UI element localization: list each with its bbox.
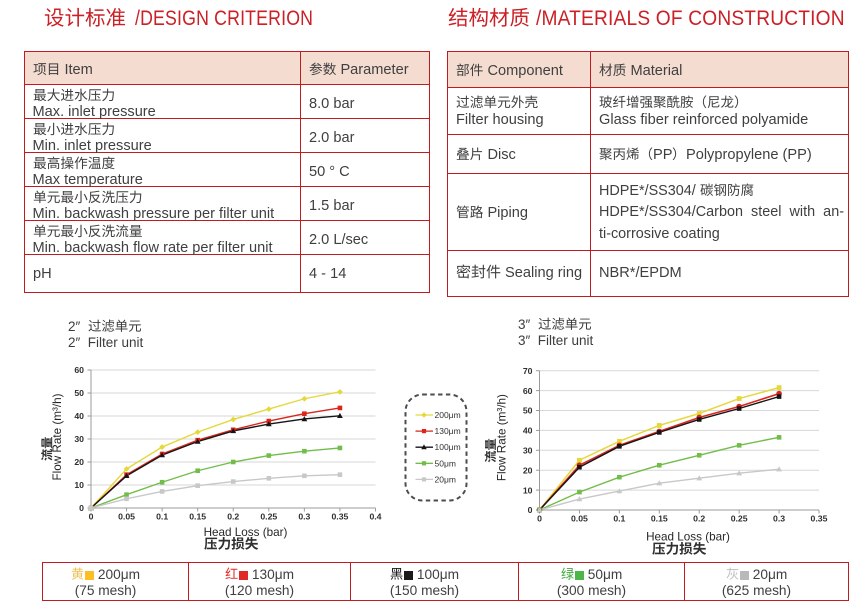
svg-text:0.05: 0.05 <box>571 514 588 524</box>
svg-text:130μm: 130μm <box>435 426 461 436</box>
svg-text:0: 0 <box>89 512 94 522</box>
svg-text:30: 30 <box>74 434 84 444</box>
svg-text:60: 60 <box>74 365 84 375</box>
svg-text:0: 0 <box>528 505 533 515</box>
svg-text:100μm: 100μm <box>435 442 461 452</box>
svg-text:0.4: 0.4 <box>369 512 381 522</box>
svg-text:40: 40 <box>523 426 533 436</box>
svg-text:20: 20 <box>523 465 533 475</box>
svg-text:Flow Rate (m³/h): Flow Rate (m³/h) <box>51 393 64 480</box>
svg-text:Head Loss (bar): Head Loss (bar) <box>646 531 730 544</box>
svg-text:10: 10 <box>74 480 84 490</box>
svg-text:0: 0 <box>79 503 84 513</box>
svg-text:30: 30 <box>523 446 533 456</box>
svg-text:0.35: 0.35 <box>331 512 348 522</box>
svg-text:0.15: 0.15 <box>189 512 206 522</box>
svg-text:50: 50 <box>523 406 533 416</box>
svg-text:0.15: 0.15 <box>651 514 668 524</box>
svg-text:70: 70 <box>523 366 533 376</box>
svg-text:0.05: 0.05 <box>118 512 135 522</box>
svg-text:20: 20 <box>74 457 84 467</box>
svg-text:50: 50 <box>74 388 84 398</box>
svg-text:60: 60 <box>523 386 533 396</box>
svg-text:40: 40 <box>74 411 84 421</box>
svg-text:0.35: 0.35 <box>811 514 828 524</box>
svg-text:10: 10 <box>523 485 533 495</box>
svg-text:200μm: 200μm <box>435 410 461 420</box>
svg-text:0.3: 0.3 <box>298 512 310 522</box>
svg-text:50μm: 50μm <box>435 458 456 468</box>
svg-text:0.3: 0.3 <box>773 514 785 524</box>
svg-text:Flow Rate (m³/h): Flow Rate (m³/h) <box>496 394 509 481</box>
svg-text:0.25: 0.25 <box>731 514 748 524</box>
svg-text:0.2: 0.2 <box>227 512 239 522</box>
svg-text:20μm: 20μm <box>435 474 456 484</box>
svg-text:0.25: 0.25 <box>260 512 277 522</box>
svg-text:Head Loss (bar): Head Loss (bar) <box>204 526 288 539</box>
svg-text:0: 0 <box>537 514 542 524</box>
svg-text:0.1: 0.1 <box>156 512 168 522</box>
svg-text:0.2: 0.2 <box>693 514 705 524</box>
svg-text:0.1: 0.1 <box>613 514 625 524</box>
